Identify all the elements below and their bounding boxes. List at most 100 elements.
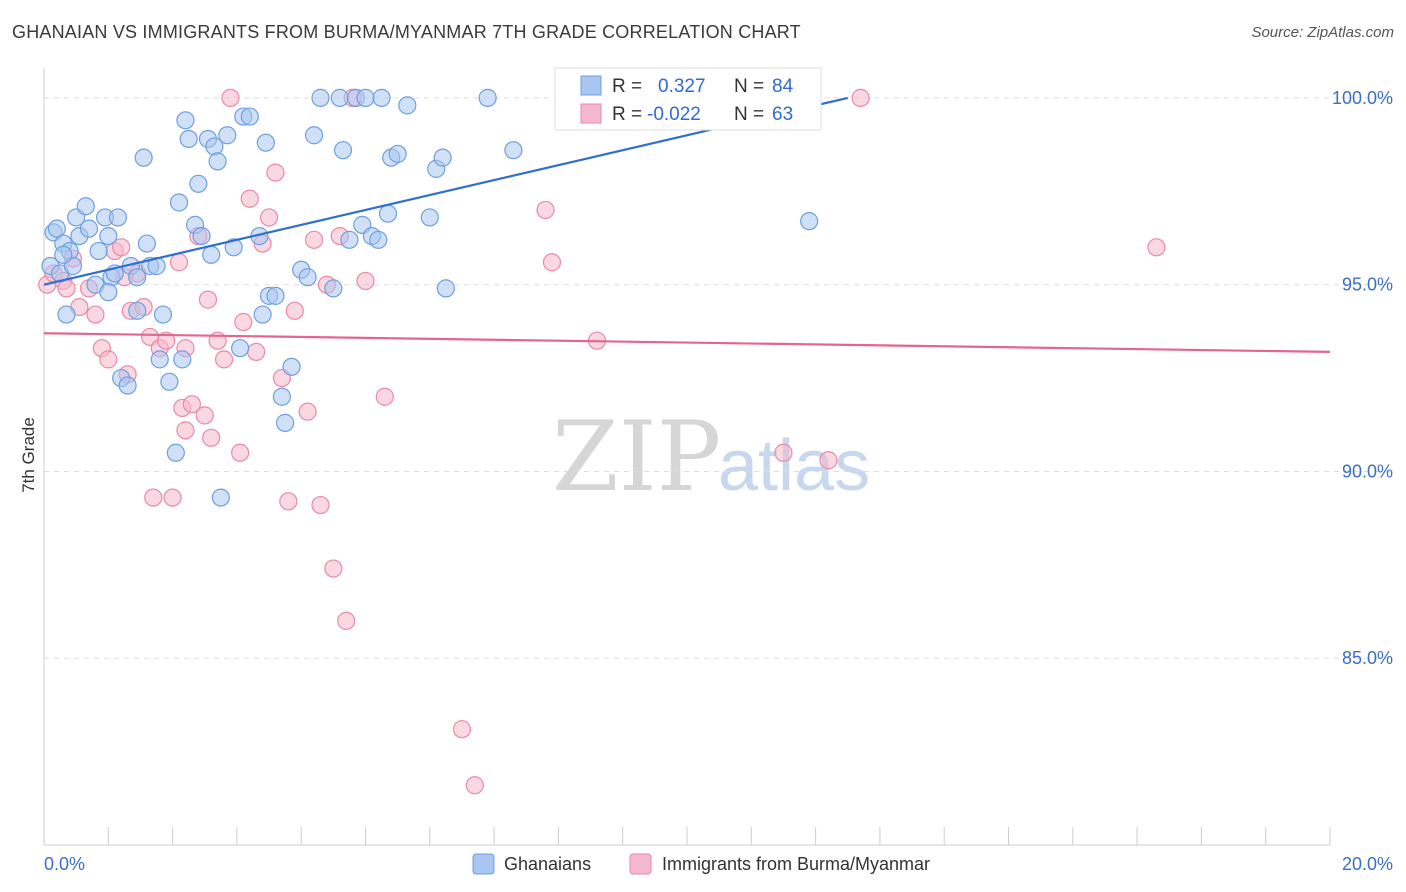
ghanaian-point [324,279,343,298]
grid-lines [44,97,1390,659]
ghanaian-point [276,413,295,432]
burma-point [202,428,221,447]
ghanaian-point [420,208,439,227]
ghanaian-point [231,339,250,358]
x-tick-label-min: 0.0% [44,854,85,874]
ghanaian-point [256,133,275,152]
burma-point [851,88,870,107]
burma-point [99,350,118,369]
ghanaian-point [298,268,317,287]
burma-point [221,88,240,107]
ghanaian-point [266,286,285,305]
ghanaian-point [137,234,156,253]
burma-point [176,421,195,440]
bottom-legend-label-ghanaians: Ghanaians [504,854,591,874]
ghanaian-point [398,96,417,115]
burma-point [144,488,163,507]
ghanaian-point [378,204,398,223]
trend-lines [43,96,1331,354]
legend-n-value-burma: 63 [772,104,793,125]
burma-point [198,290,218,309]
y-axis-tick-labels: 85.0% 90.0% 95.0% 100.0% [1332,88,1393,668]
ghanaian-point [211,488,230,507]
x-tick-label-max: 20.0% [1342,854,1393,874]
burma-point [285,301,304,320]
ghanaian-point [282,357,301,376]
correlation-legend: R = 0.327 N = 84 R = -0.022 N = 63 [554,67,822,131]
burma-point [157,331,176,350]
ghanaian-point [253,305,272,324]
ghanaian-point [240,107,259,126]
legend-r-value-ghanaians: 0.327 [658,76,706,97]
bottom-legend-swatch-burma [629,853,652,875]
ghanaian-point [99,227,118,246]
ghanaian-point [173,350,192,369]
legend-r-value-burma: -0.022 [647,104,701,125]
ghanaian-point [134,148,153,167]
ghanaian-point [89,241,108,261]
burma-point [337,611,356,630]
y-tick-label: 95.0% [1342,275,1393,295]
ghanaian-point [372,88,391,107]
burma-point [182,395,201,414]
ghanaian-point [304,126,324,145]
burma-point [324,559,343,578]
chart-title: GHANAIAN VS IMMIGRANTS FROM BURMA/MYANMA… [12,22,801,42]
burma-point [542,253,562,272]
burma-point [231,443,250,462]
x-axis-ticks [43,827,1331,845]
burma-point [247,342,266,362]
ghanaian-point [192,227,211,246]
burma-point [112,238,131,257]
ghanaian-point [166,443,185,462]
ghanaian-point [54,245,73,264]
burma-point [298,402,317,421]
ghanaian-point [330,88,349,107]
y-axis-label: 7th Grade [19,417,38,493]
burma-point [195,406,214,425]
ghanaian-point [108,208,128,227]
bottom-legend-swatch-ghanaians [472,853,495,875]
ghanaian-point [340,230,359,249]
burma-point [279,492,298,511]
burma-trend-line [43,332,1331,354]
y-tick-label: 85.0% [1342,648,1393,668]
ghanaian-point [153,305,173,324]
source-credit: Source: ZipAtlas.com [1251,24,1394,41]
legend-r-label-2: R = [612,104,642,125]
ghanaian-point [356,88,375,107]
ghanaian-point [47,219,66,238]
ghanaian-point [128,301,147,320]
burma-point [259,208,279,227]
y-tick-label: 90.0% [1342,461,1393,481]
burma-point [774,443,793,462]
watermark-atlas: atlas [718,426,870,506]
ghanaian-point [118,376,137,395]
burma-point [452,720,472,739]
ghanaian-point [160,372,179,391]
burma-point [375,387,394,406]
ghanaian-point [436,279,455,298]
ghanaian-point [311,88,330,107]
burma-point [86,305,105,324]
legend-n-label-2: N = [734,104,764,125]
burma-point [536,200,555,220]
ghanaian-point [76,197,95,216]
burma-point [1147,238,1166,257]
ghanaian-point [333,141,353,160]
burma-point [169,253,189,272]
ghanaian-point [433,148,452,167]
ghanaian-point [79,219,99,238]
legend-swatch-ghanaians [580,75,602,96]
ghanaian-point [99,283,118,302]
burma-point [234,312,253,332]
ghanaian-point [369,230,388,249]
ghanaian-point [57,305,76,324]
legend-swatch-burma [580,103,602,124]
ghanaian-point [150,350,169,369]
series-legend: Ghanaians Immigrants from Burma/Myanmar [472,853,930,875]
ghanaian-point [504,141,523,160]
ghanaian-point [202,245,221,264]
ghanaian-point [388,144,407,164]
legend-r-label-1: R = [612,76,642,97]
